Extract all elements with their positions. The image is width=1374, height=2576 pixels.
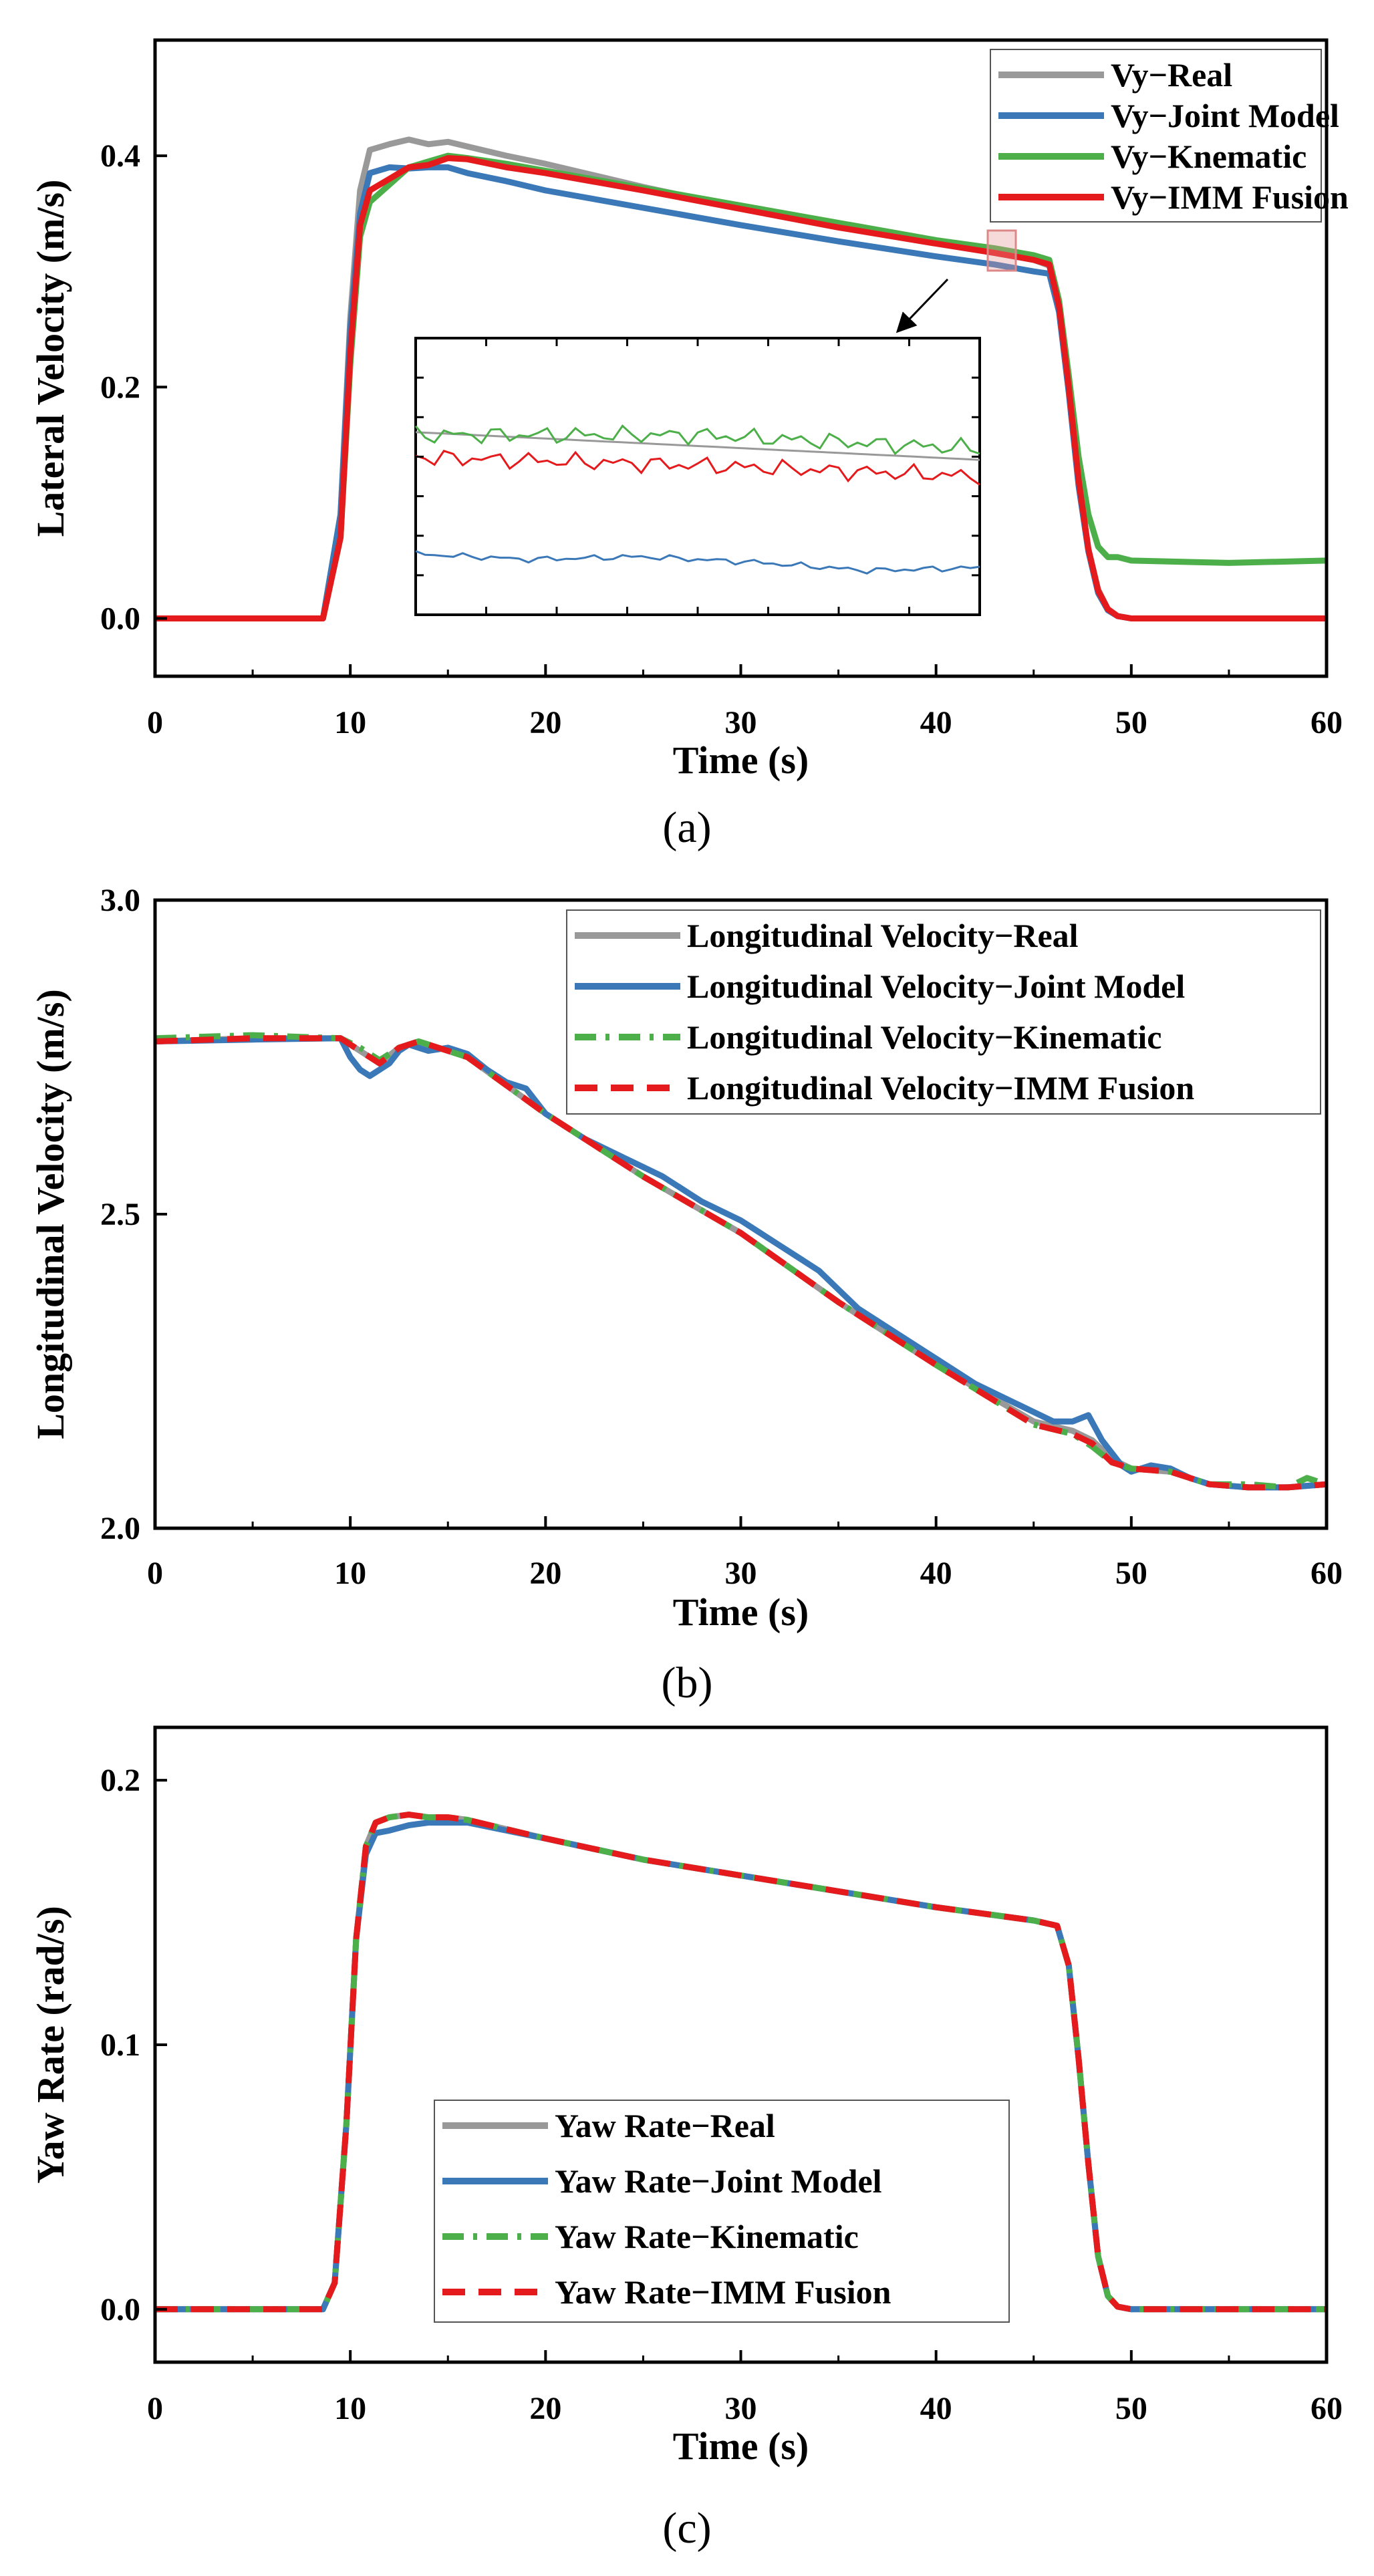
x-tick-label: 60 [1311, 705, 1343, 740]
series-group [155, 1032, 1327, 1491]
chart-panel-2: 0 10 20 30 40 50 60 2.0 2.5 3.0 Time (s) Longitudin… [29, 883, 1343, 1707]
x-tick-label: 20 [529, 1556, 561, 1591]
y-tick-label: 0.2 [100, 370, 140, 405]
series-group [155, 1812, 1327, 2313]
x-tick-label: 0 [147, 1556, 163, 1591]
legend-label: Yaw Rate−Kinematic [555, 2218, 859, 2255]
x-tick-label: 40 [920, 1556, 952, 1591]
inset-series-line [414, 424, 980, 456]
legend-label: Vy−IMM Fusion [1111, 178, 1349, 216]
legend-label: Longitudinal Velocity−IMM Fusion [687, 1069, 1194, 1107]
inset-series-line [415, 550, 980, 575]
chart-panel-3: 0 10 20 30 40 50 60 0.0 0.1 0.2 Time (s) Yaw Rate (… [29, 1725, 1343, 2553]
panel-caption: (c) [662, 2504, 711, 2553]
x-tick-label: 40 [920, 2391, 952, 2426]
inset-series-line [415, 450, 980, 486]
legend-label: Longitudinal Velocity−Kinematic [687, 1018, 1162, 1056]
y-tick-label: 3.0 [100, 883, 140, 918]
zoom-arrow [896, 278, 949, 333]
y-axis-title: Yaw Rate (rad/s) [29, 1906, 72, 2184]
y-axis-title: Longitudinal Velocity (m/s) [29, 989, 72, 1439]
series-line-3 [155, 1812, 1327, 2313]
y-tick-label: 0.2 [100, 1763, 140, 1798]
series-line-4 [155, 155, 1327, 621]
x-axis-title: Time (s) [673, 1590, 809, 1634]
x-tick-label: 30 [725, 705, 757, 740]
zoom-region-marker [986, 229, 1017, 272]
panel-caption: (b) [662, 1659, 713, 1707]
zoom-inset [414, 229, 1017, 616]
y-tick-label: 0.1 [100, 2027, 140, 2063]
x-tick-label: 30 [725, 1556, 757, 1591]
series-line-4 [155, 1035, 1327, 1491]
chart-panel-1: 0 10 20 30 40 50 60 0.0 0.2 0.4 Time (s) Lateral Ve… [29, 38, 1349, 852]
x-tick-label: 40 [920, 705, 952, 740]
x-tick-label: 50 [1115, 705, 1147, 740]
x-tick-label: 60 [1311, 2391, 1343, 2426]
legend-label: Yaw Rate−IMM Fusion [555, 2273, 891, 2311]
x-tick-label: 20 [529, 705, 561, 740]
x-tick-label: 50 [1115, 2391, 1147, 2426]
x-tick-label: 0 [147, 2391, 163, 2426]
panel-caption: (a) [662, 803, 711, 852]
x-tick-label: 10 [334, 705, 366, 740]
y-tick-label: 0.0 [100, 601, 140, 636]
y-tick-label: 0.0 [100, 2292, 140, 2327]
legend-box [434, 2100, 1010, 2323]
legend: Yaw Rate−Real Yaw Rate−Joint Model Yaw Rat… [434, 2100, 1010, 2323]
legend-label: Vy−Joint Model [1111, 97, 1339, 134]
inset-frame [414, 337, 981, 616]
series-group [155, 136, 1327, 621]
x-tick-label: 20 [529, 2391, 561, 2426]
legend-label: Yaw Rate−Real [555, 2107, 775, 2144]
x-tick-label: 10 [334, 1556, 366, 1591]
legend-label: Vy−Real [1111, 56, 1232, 94]
legend: Longitudinal Velocity−Real Longitudinal V… [566, 909, 1321, 1115]
y-tick-label: 2.0 [100, 1511, 140, 1546]
y-tick-label: 0.4 [100, 138, 140, 174]
legend-label: Longitudinal Velocity−Real [687, 917, 1079, 954]
y-tick-label: 2.5 [100, 1197, 140, 1232]
x-axis-title: Time (s) [673, 2424, 809, 2468]
x-tick-label: 60 [1311, 1556, 1343, 1591]
y-axis-title: Lateral Velocity (m/s) [29, 180, 72, 537]
legend-label: Longitudinal Velocity−Joint Model [687, 968, 1185, 1005]
legend-box [566, 909, 1321, 1115]
x-tick-label: 10 [334, 2391, 366, 2426]
inset-series-line [415, 431, 980, 461]
x-tick-label: 0 [147, 705, 163, 740]
legend-label: Vy−Knematic [1111, 138, 1307, 175]
x-tick-label: 50 [1115, 1556, 1147, 1591]
series-line-3 [155, 152, 1327, 621]
x-axis-title: Time (s) [673, 738, 809, 782]
legend-label: Yaw Rate−Joint Model [555, 2162, 882, 2200]
x-tick-label: 30 [725, 2391, 757, 2426]
